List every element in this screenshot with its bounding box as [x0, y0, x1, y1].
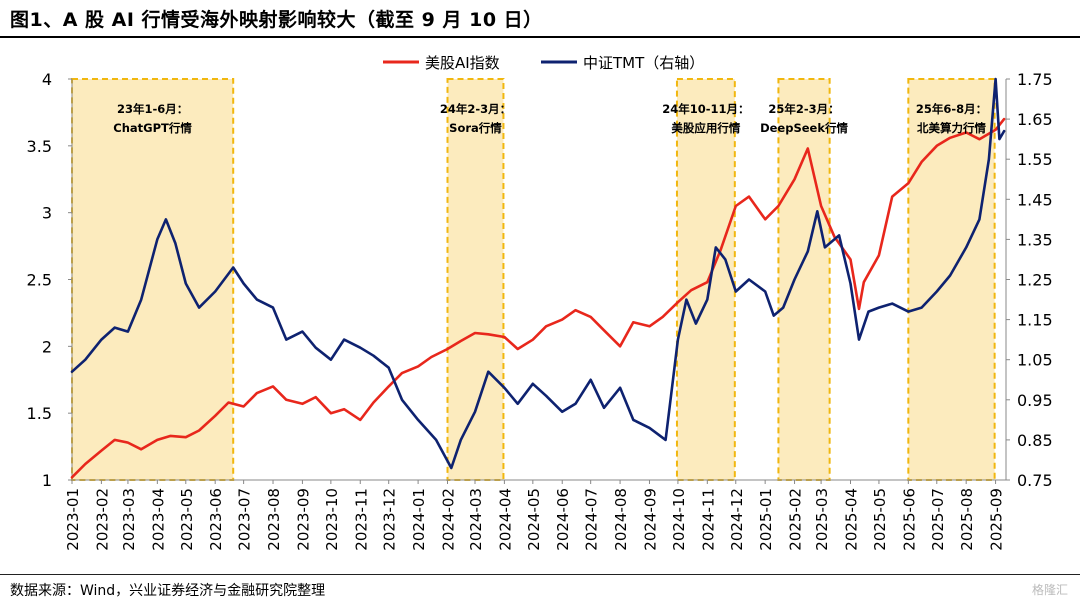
footer-divider	[0, 574, 1080, 575]
x-tick-label: 2023-05	[178, 488, 196, 551]
right-tick-label: 1.45	[1017, 190, 1053, 209]
x-tick-label: 2025-03	[813, 488, 831, 551]
x-tick-label: 2024-03	[467, 488, 485, 551]
right-tick-label: 1.05	[1017, 351, 1053, 370]
right-tick-label: 1.25	[1017, 271, 1053, 290]
shaded-period-4	[777, 78, 831, 481]
x-tick-label: 2023-10	[323, 488, 341, 551]
right-tick-label: 1.55	[1017, 150, 1053, 169]
x-tick-label: 2024-10	[670, 488, 688, 551]
x-tick-label: 2024-06	[554, 488, 572, 551]
shaded-period-2	[446, 78, 505, 481]
x-tick-label: 2024-05	[525, 488, 543, 551]
x-tick-label: 2025-05	[871, 488, 889, 551]
x-tick-label: 2023-02	[93, 488, 111, 551]
shaded-periods	[71, 78, 996, 481]
period-label-title: 23年1-6月：	[117, 102, 188, 116]
period-label-name: DeepSeek行情	[760, 121, 848, 135]
x-tick-label: 2025-02	[787, 488, 805, 551]
series-line-2	[70, 77, 1006, 470]
shaded-period-5	[907, 78, 996, 481]
period-label-title: 24年2-3月：	[440, 102, 511, 116]
line-chart: 1 1.5 2 2.5 3 3.5 4 0.75 0.85 0.95 1.05 1.15 1.25 1.3…	[27, 54, 1053, 551]
left-tick-label: 1	[42, 471, 52, 490]
series-lines	[70, 77, 1006, 479]
watermark: 格隆汇	[1031, 583, 1068, 597]
x-tick-label: 2023-12	[381, 488, 399, 551]
x-tick-label: 2024-04	[496, 488, 514, 551]
x-tick-label: 2024-11	[699, 488, 717, 551]
legend-label-2: 中证TMT（右轴）	[583, 54, 704, 72]
axes: 1 1.5 2 2.5 3 3.5 4 0.75 0.85 0.95 1.05 1.15 1.25 1.3…	[27, 70, 1053, 551]
right-tick-label: 0.85	[1017, 431, 1053, 450]
legend: 美股AI指数 中证TMT（右轴）	[383, 54, 704, 72]
x-tick-label: 2025-04	[842, 488, 860, 551]
left-tick-label: 2.5	[27, 271, 52, 290]
x-tick-label: 2024-01	[410, 488, 428, 551]
x-tick-label: 2023-01	[64, 488, 82, 551]
period-label-title: 24年10-11月：	[662, 102, 749, 116]
x-tick-label: 2023-08	[265, 488, 283, 551]
x-tick-label: 2024-08	[612, 488, 630, 551]
x-tick-label: 2023-04	[149, 488, 167, 551]
x-tick-label: 2025-09	[988, 488, 1006, 551]
x-tick-label: 2023-11	[352, 488, 370, 551]
right-tick-label: 1.75	[1017, 70, 1053, 89]
x-tick-label: 2023-09	[294, 488, 312, 551]
right-tick-label: 0.75	[1017, 471, 1053, 490]
x-tick-label: 2024-12	[728, 488, 746, 551]
series-line-1	[70, 117, 1006, 479]
x-tick-label: 2025-06	[900, 488, 918, 551]
left-tick-label: 1.5	[27, 404, 52, 423]
period-label-title: 25年2-3月：	[768, 102, 839, 116]
x-tick-label: 2024-09	[641, 488, 659, 551]
right-tick-label: 1.35	[1017, 230, 1053, 249]
x-tick-label: 2023-06	[207, 488, 225, 551]
x-tick-label: 2025-07	[929, 488, 947, 551]
x-tick-label: 2025-08	[958, 488, 976, 551]
right-tick-label: 1.15	[1017, 311, 1053, 330]
period-label-name: Sora行情	[449, 121, 502, 135]
left-tick-label: 3	[42, 204, 52, 223]
period-label-name: 北美算力行情	[917, 121, 986, 135]
x-tick-label: 2023-03	[120, 488, 138, 551]
x-tick-label: 2023-07	[236, 488, 254, 551]
x-tick-label: 2025-01	[757, 488, 775, 551]
left-tick-label: 4	[42, 70, 52, 89]
left-tick-label: 3.5	[27, 137, 52, 156]
period-label-name: 美股应用行情	[671, 121, 740, 135]
shaded-period-3	[675, 78, 736, 481]
chart-title: 图1、A 股 AI 行情受海外映射影响较大（截至 9 月 10 日）	[10, 9, 543, 31]
right-tick-label: 1.65	[1017, 110, 1053, 129]
period-label-name: ChatGPT行情	[113, 121, 192, 135]
period-labels: 23年1-6月： ChatGPT行情 24年2-3月： Sora行情 24年10-11月…	[113, 102, 987, 135]
right-tick-label: 0.95	[1017, 391, 1053, 410]
source-note: 数据来源：Wind，兴业证券经济与金融研究院整理	[10, 583, 326, 599]
x-tick-label: 2024-02	[439, 488, 457, 551]
title-divider	[0, 36, 1080, 38]
legend-label-1: 美股AI指数	[425, 54, 500, 72]
left-tick-label: 2	[42, 337, 52, 356]
period-label-title: 25年6-8月：	[916, 102, 987, 116]
x-tick-label: 2024-07	[583, 488, 601, 551]
